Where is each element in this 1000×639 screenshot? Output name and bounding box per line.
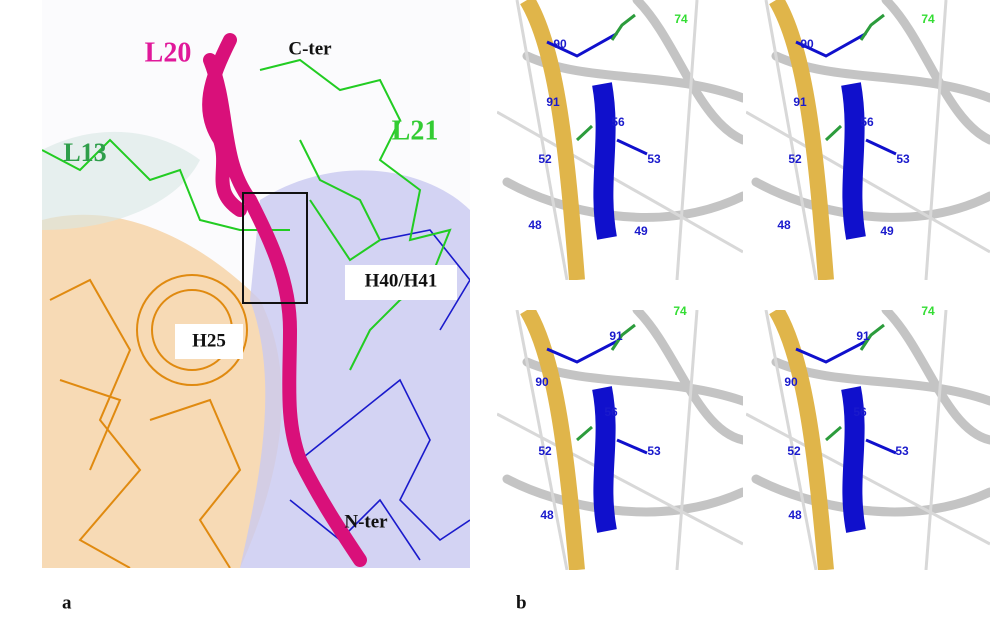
residue-label: 52 [538, 444, 552, 458]
residue-label: 53 [895, 444, 909, 458]
stereo-view-art [746, 0, 990, 280]
residue-label: 48 [777, 218, 791, 232]
stereo-view-art [497, 310, 743, 570]
panel-letter: b [516, 592, 527, 613]
structure-label: L21 [392, 115, 439, 146]
structure-label: L13 [63, 138, 106, 167]
residue-label: 48 [540, 508, 554, 522]
residue-label: 53 [896, 152, 910, 166]
residue-label: 90 [535, 375, 549, 389]
residue-label: 53 [647, 152, 661, 166]
structure-label: C-ter [288, 38, 332, 59]
residue-label: 74 [673, 304, 687, 318]
residue-label: 91 [793, 95, 807, 109]
panel-b-structures [497, 0, 990, 570]
residue-label: 90 [553, 37, 567, 51]
structure-label: H25 [192, 330, 226, 351]
residue-label: 56 [860, 115, 874, 129]
residue-label: 74 [921, 304, 935, 318]
residue-label: 52 [788, 152, 802, 166]
residue-label: 91 [856, 329, 870, 343]
panel-letter: a [62, 592, 72, 613]
residue-label: 74 [921, 12, 935, 26]
residue-label: 48 [528, 218, 542, 232]
structure-label: H40/H41 [365, 270, 438, 291]
residue-label: 53 [647, 444, 661, 458]
residue-label: 91 [609, 329, 623, 343]
structure-label: L20 [145, 37, 192, 68]
residue-label: 48 [788, 508, 802, 522]
stereo-view-art [497, 0, 743, 280]
residue-label: 91 [546, 95, 560, 109]
residue-label: 90 [800, 37, 814, 51]
residue-label: 49 [880, 224, 894, 238]
residue-label: 49 [634, 224, 648, 238]
residue-label: 56 [611, 115, 625, 129]
structure-label: N-ter [344, 511, 388, 532]
residue-label: 56 [853, 405, 867, 419]
panel-a-structure [42, 0, 470, 568]
residue-label: 90 [784, 375, 798, 389]
residue-label: 56 [604, 405, 618, 419]
stereo-view-art [746, 310, 990, 570]
residue-label: 52 [538, 152, 552, 166]
residue-label: 52 [787, 444, 801, 458]
residue-label: 74 [674, 12, 688, 26]
